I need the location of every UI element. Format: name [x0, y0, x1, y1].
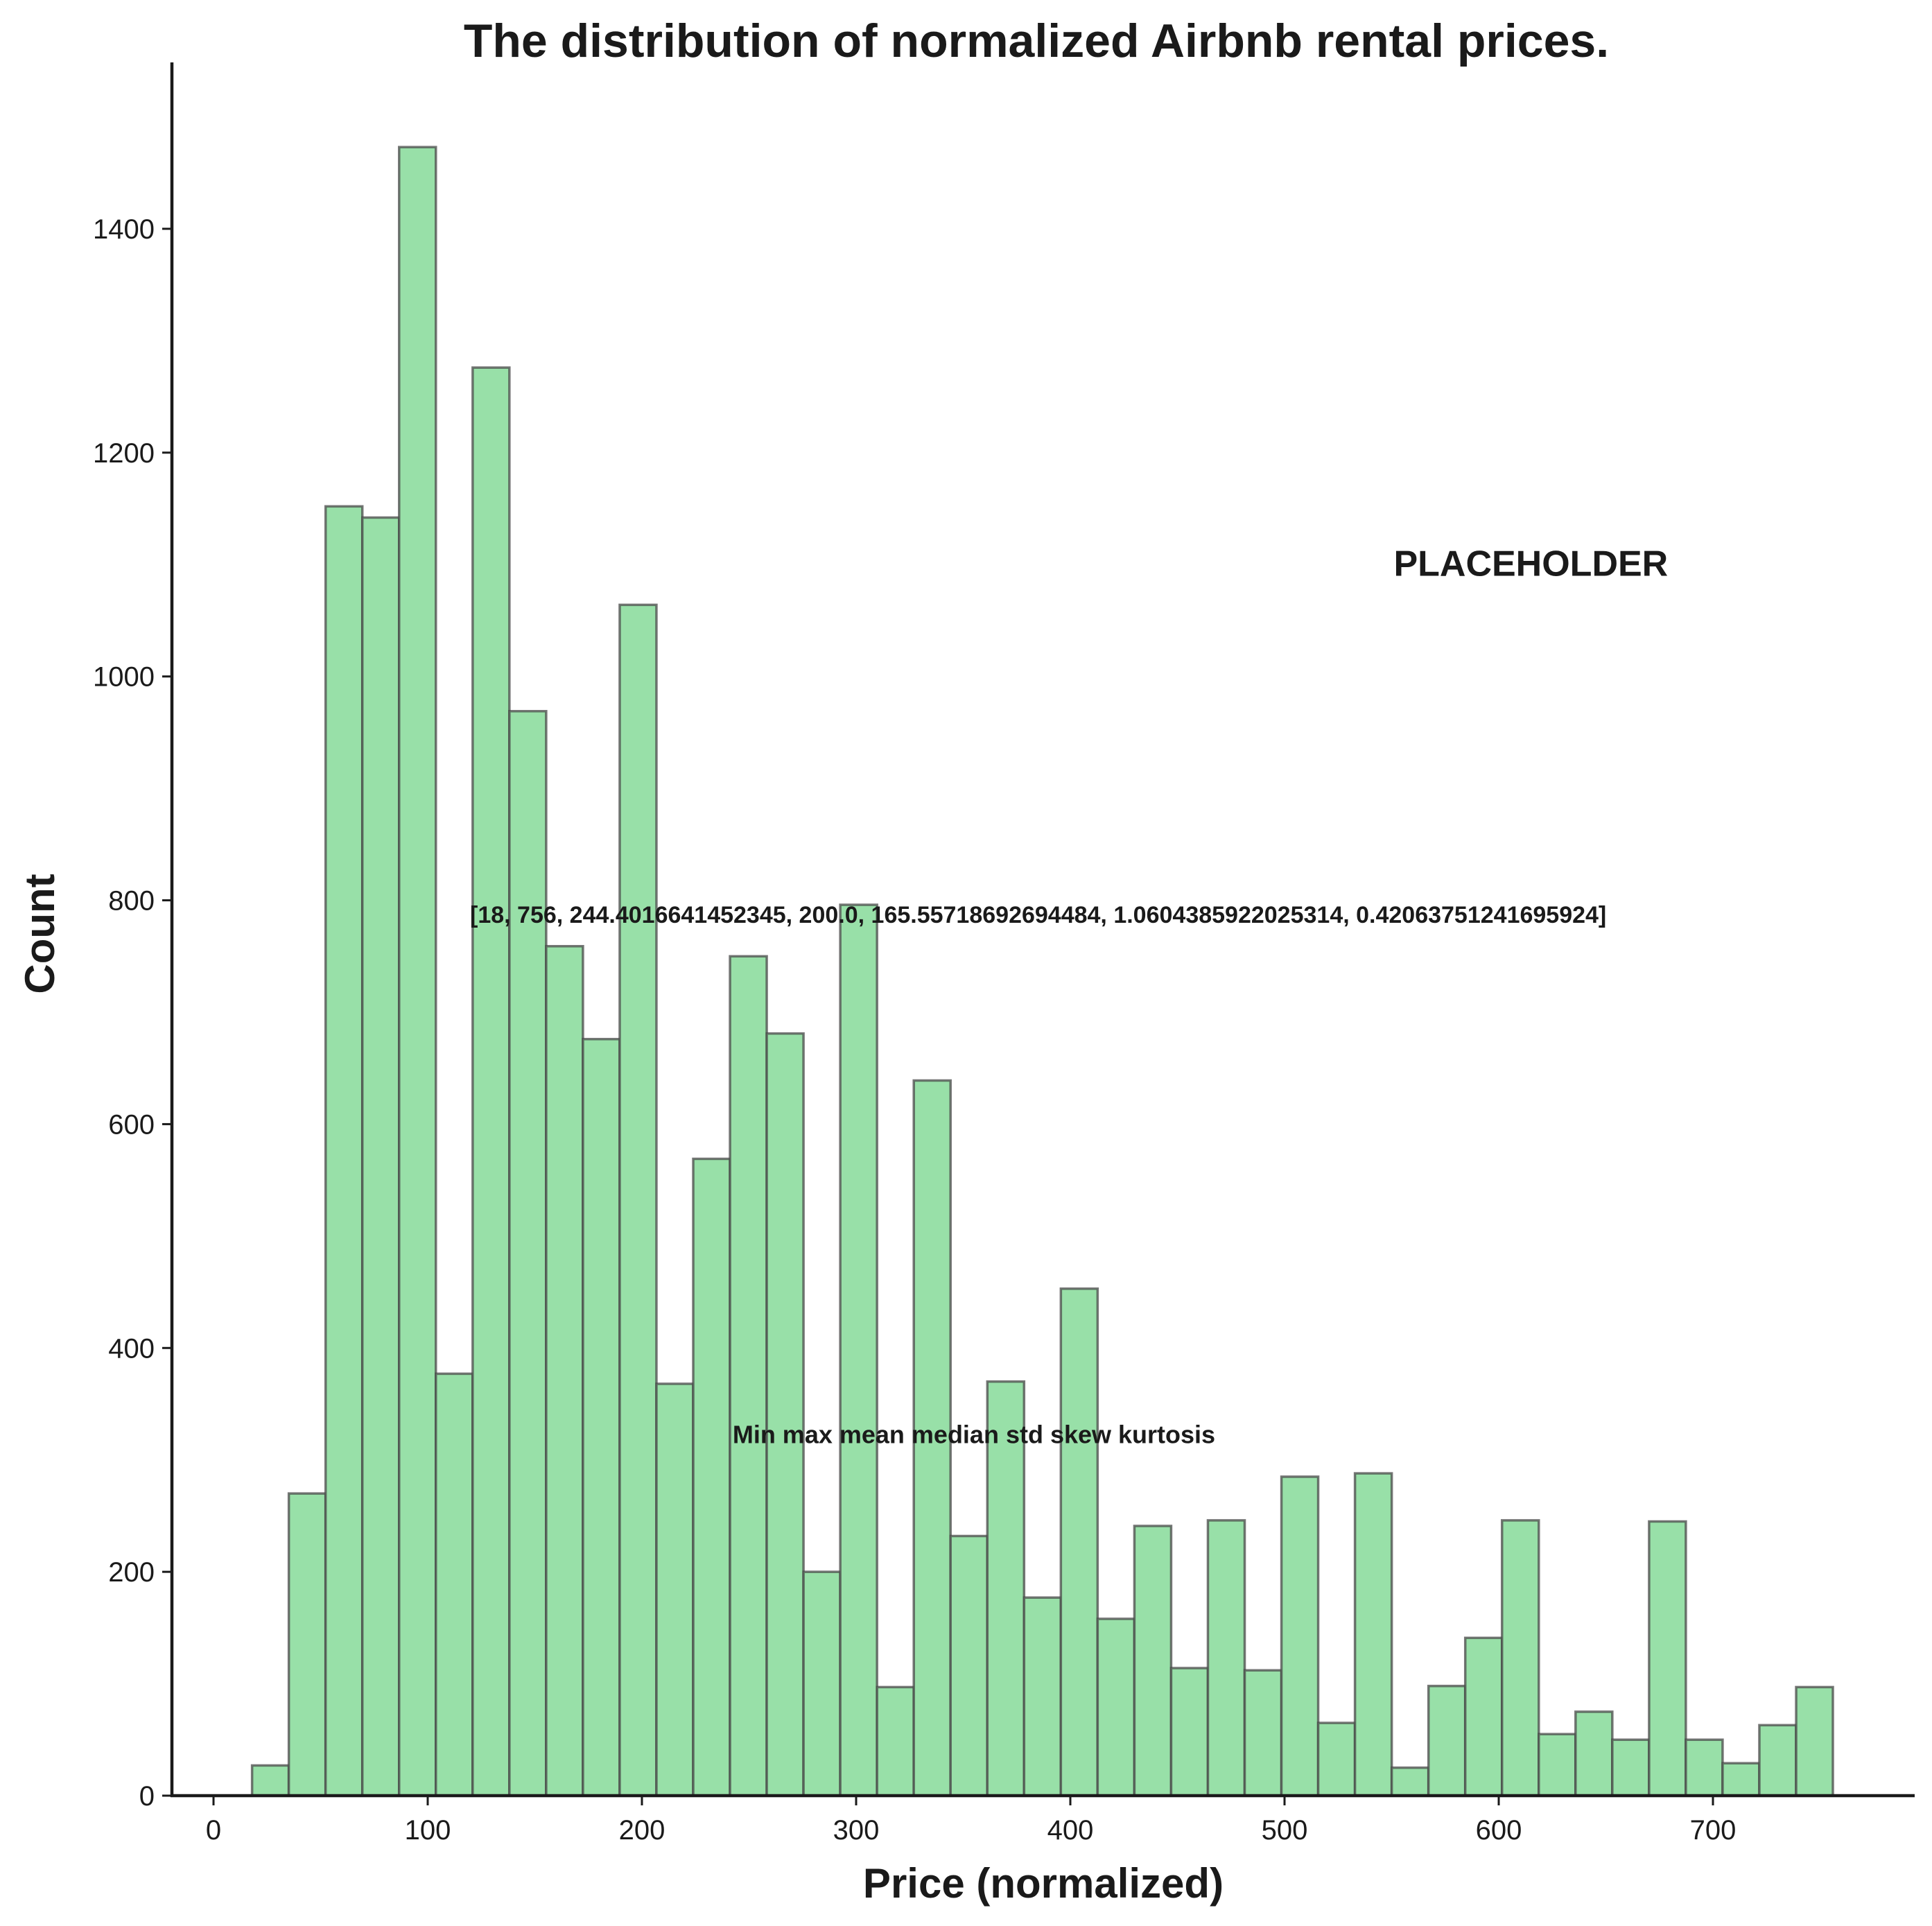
histogram-bar: [250, 1764, 290, 1797]
x-axis-label: Price (normalized): [863, 1860, 1224, 1907]
histogram-bar: [1059, 1287, 1099, 1797]
annotation-placeholder: PLACEHOLDER: [1393, 544, 1668, 584]
x-tick-label: 0: [206, 1815, 221, 1846]
x-tick-label: 300: [833, 1815, 880, 1846]
histogram-bar: [1133, 1525, 1173, 1797]
histogram-bar: [1353, 1472, 1393, 1797]
histogram-bar: [1280, 1475, 1320, 1797]
histogram-bar: [912, 1079, 952, 1797]
histogram-bar: [1611, 1738, 1651, 1797]
annotations-layer: PLACEHOLDER [18, 756, 244.4016641452345, …: [470, 544, 1668, 1448]
histogram-bar: [839, 903, 878, 1797]
histogram-bar: [1022, 1596, 1063, 1797]
histogram-bar: [949, 1534, 989, 1797]
x-tick-label: 100: [405, 1815, 451, 1846]
annotation-stats-values: [18, 756, 244.4016641452345, 200.0, 165.…: [470, 902, 1606, 928]
histogram-bar: [618, 603, 658, 1797]
histogram-bar: [655, 1382, 695, 1797]
histogram-bar: [1316, 1721, 1357, 1797]
x-tick-label: 400: [1047, 1815, 1094, 1846]
histogram-bar: [1463, 1636, 1504, 1797]
axes-layer: 0 100 200 300 400 500 600 700 0 200 400 600 800 1000 1…: [93, 62, 1915, 1846]
histogram-bar: [324, 505, 364, 1797]
x-tick-label: 600: [1476, 1815, 1522, 1846]
histogram-bar: [508, 710, 548, 1797]
y-axis-label: Count: [17, 874, 63, 994]
y-tick-label: 400: [108, 1333, 155, 1364]
y-tick-label: 0: [139, 1781, 155, 1812]
histogram-bar: [1096, 1617, 1136, 1797]
y-tick-label: 1200: [93, 438, 155, 469]
chart-title: The distribution of normalized Airbnb re…: [464, 15, 1609, 67]
x-tick-label: 200: [619, 1815, 665, 1846]
y-tick-label: 800: [108, 886, 155, 917]
histogram-bar: [1206, 1519, 1246, 1797]
histogram-bar: [1169, 1667, 1210, 1797]
histogram-bar: [802, 1570, 842, 1797]
histogram-bar: [287, 1492, 327, 1797]
histogram-bar: [1758, 1724, 1798, 1797]
histogram-bar: [360, 516, 401, 1797]
histogram-bar: [582, 1037, 621, 1797]
bars-layer: [250, 146, 1834, 1797]
y-tick-label: 600: [108, 1109, 155, 1140]
histogram-bar: [1390, 1766, 1430, 1797]
histogram-bar: [1574, 1710, 1614, 1797]
histogram-bar: [1648, 1520, 1687, 1797]
histogram-bar: [545, 945, 584, 1797]
histogram-bar: [1500, 1519, 1540, 1797]
histogram-bar: [765, 1032, 805, 1797]
y-tick-label: 1400: [93, 214, 155, 245]
y-tick-label: 1000: [93, 662, 155, 693]
histogram-bar: [398, 146, 437, 1797]
y-tick-label: 200: [108, 1557, 155, 1588]
histogram-bar: [1795, 1685, 1834, 1797]
histogram-bar: [729, 955, 768, 1797]
x-tick-label: 700: [1690, 1815, 1737, 1846]
histogram-bar: [1685, 1738, 1724, 1797]
histogram-bar: [876, 1685, 915, 1797]
x-tick-label: 500: [1262, 1815, 1308, 1846]
annotation-stats-labels: Min max mean median std skew kurtosis: [733, 1421, 1215, 1449]
histogram-bar: [471, 366, 511, 1797]
histogram-bar: [692, 1157, 731, 1797]
histogram-bar: [435, 1372, 474, 1797]
histogram-bar: [1243, 1669, 1283, 1797]
histogram-bar: [1427, 1685, 1467, 1797]
histogram-bar: [1721, 1762, 1761, 1797]
histogram-bar: [1538, 1733, 1577, 1797]
